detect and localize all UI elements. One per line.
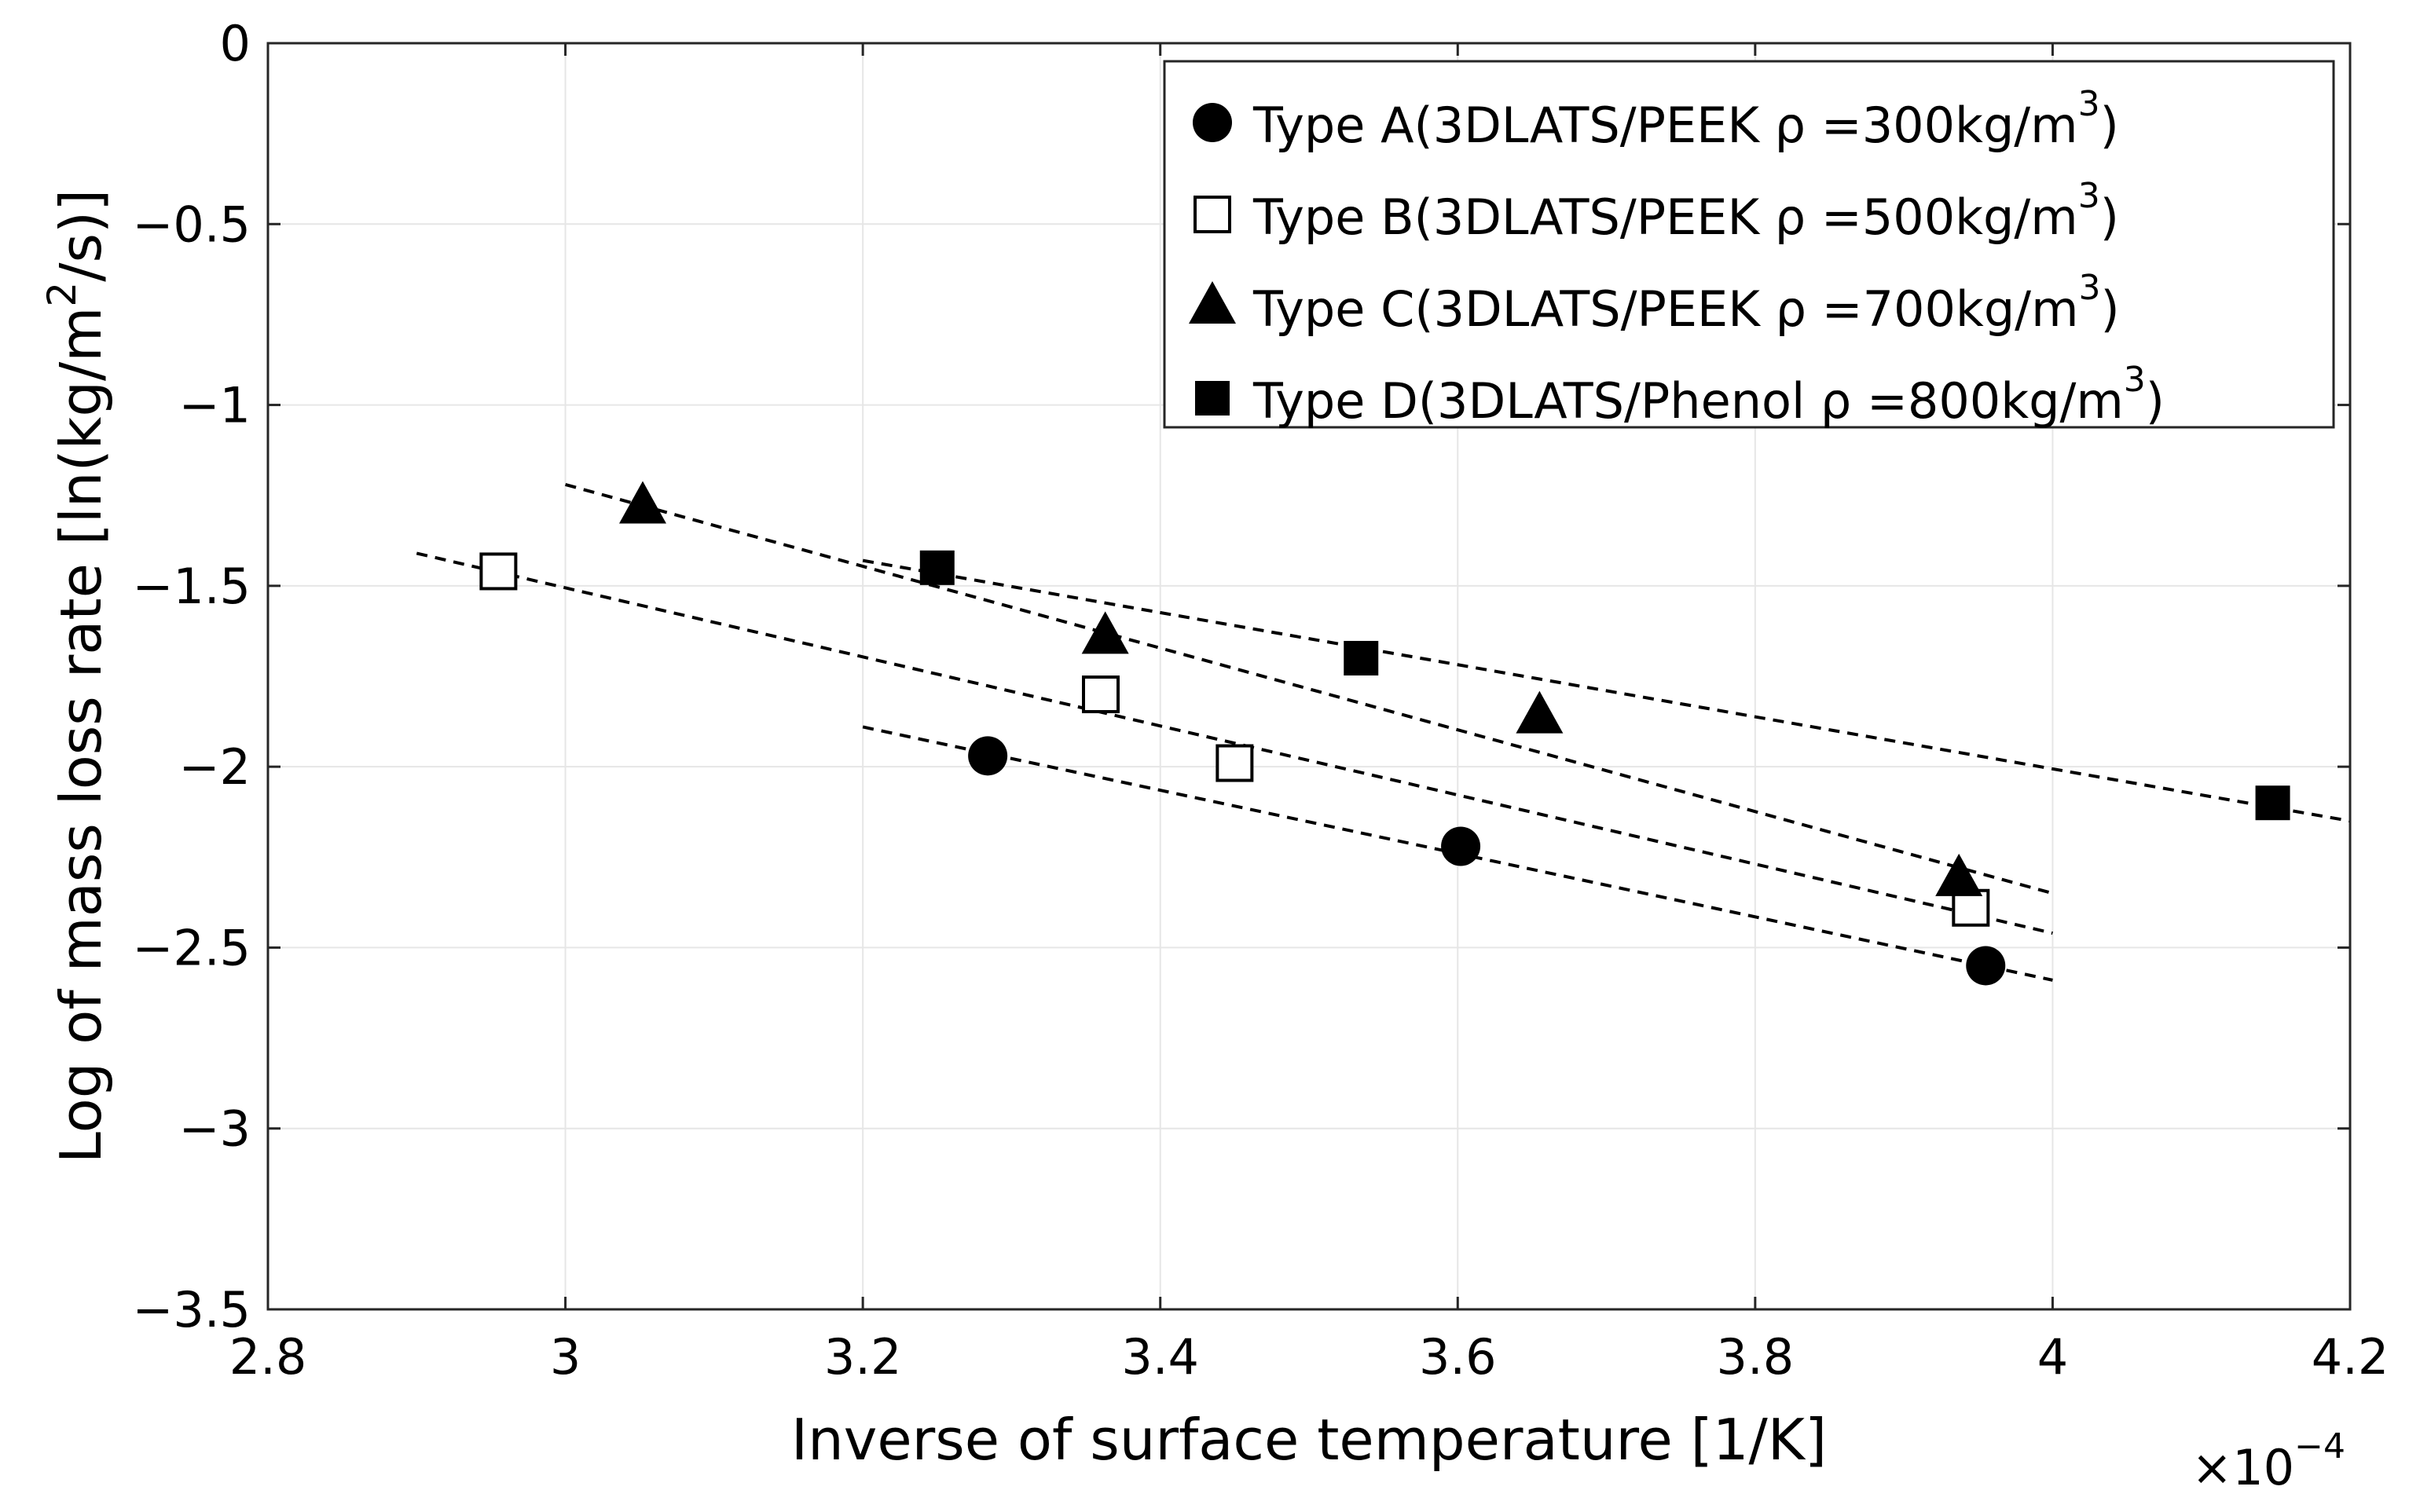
x-tick-label: 3	[550, 1328, 581, 1386]
legend-label-type-d: Type D(3DLATS/Phenol ρ =800kg/m3)	[1252, 360, 2165, 430]
y-tick-label: −3	[179, 1100, 251, 1158]
point-type-d	[2255, 785, 2290, 821]
data-markers	[479, 481, 2290, 986]
plot-frame	[266, 42, 2352, 1311]
point-type-b	[1082, 675, 1120, 714]
point-type-c	[1935, 853, 1983, 896]
legend: Type A(3DLATS/PEEK ρ =300kg/m3) Type B(3D…	[1163, 60, 2335, 430]
point-type-d	[919, 550, 955, 585]
y-tick-label: −3.5	[132, 1281, 251, 1338]
legend-box	[1163, 60, 2335, 429]
point-type-a	[1966, 946, 2006, 986]
x-tick-label: 4	[2037, 1328, 2068, 1386]
legend-label-type-a: Type A(3DLATS/PEEK ρ =300kg/m3)	[1252, 84, 2119, 154]
fit-line-type-b	[416, 551, 2053, 935]
y-axis-ticks: 0 −0.5 −1 −1.5 −2 −2.5 −3 −3.5	[132, 15, 2350, 1338]
y-tick-label: −1.5	[132, 558, 251, 615]
fit-line-type-c	[565, 482, 2053, 895]
point-type-a	[1441, 826, 1481, 866]
legend-label-type-b: Type B(3DLATS/PEEK ρ =500kg/m3)	[1252, 176, 2119, 246]
y-tick-label: −2.5	[132, 919, 251, 976]
x-tick-label: 3.4	[1121, 1328, 1199, 1386]
legend-marker-type-c	[1189, 281, 1236, 324]
legend-marker-type-a	[1193, 103, 1232, 142]
y-tick-label: −1	[179, 377, 251, 434]
fit-line-type-d	[862, 558, 2351, 823]
x-tick-label: 4.2	[2312, 1328, 2389, 1386]
point-type-b	[1216, 744, 1254, 782]
x-axis-multiplier: ×10−4	[2191, 1426, 2345, 1496]
y-tick-label: 0	[220, 15, 251, 72]
point-type-a	[968, 736, 1008, 776]
point-type-b	[479, 552, 518, 591]
x-tick-label: 3.8	[1717, 1328, 1795, 1386]
legend-marker-type-d	[1195, 381, 1230, 416]
point-type-d	[1344, 640, 1379, 675]
x-tick-label: 3.2	[824, 1328, 902, 1386]
legend-label-type-c: Type C(3DLATS/PEEK ρ =700kg/m3)	[1252, 268, 2120, 338]
y-tick-label: −2	[179, 738, 251, 796]
x-axis-ticks: 2.8 3 3.2 3.4 3.6 3.8 4 4.2	[229, 43, 2389, 1386]
fit-lines	[416, 482, 2351, 982]
legend-marker-type-b	[1194, 196, 1231, 233]
point-type-c	[1516, 690, 1564, 734]
point-type-c	[619, 481, 666, 524]
x-tick-label: 3.6	[1419, 1328, 1497, 1386]
y-tick-label: −0.5	[132, 196, 251, 253]
point-type-b	[1952, 888, 1990, 927]
point-type-c	[1081, 611, 1129, 654]
x-tick-label: 2.8	[229, 1328, 307, 1386]
y-axis-label: Log of mass loss rate [ln(kg/m2/s)]	[39, 189, 114, 1163]
x-axis-label: Inverse of surface temperature [1/K]	[791, 1407, 1827, 1473]
